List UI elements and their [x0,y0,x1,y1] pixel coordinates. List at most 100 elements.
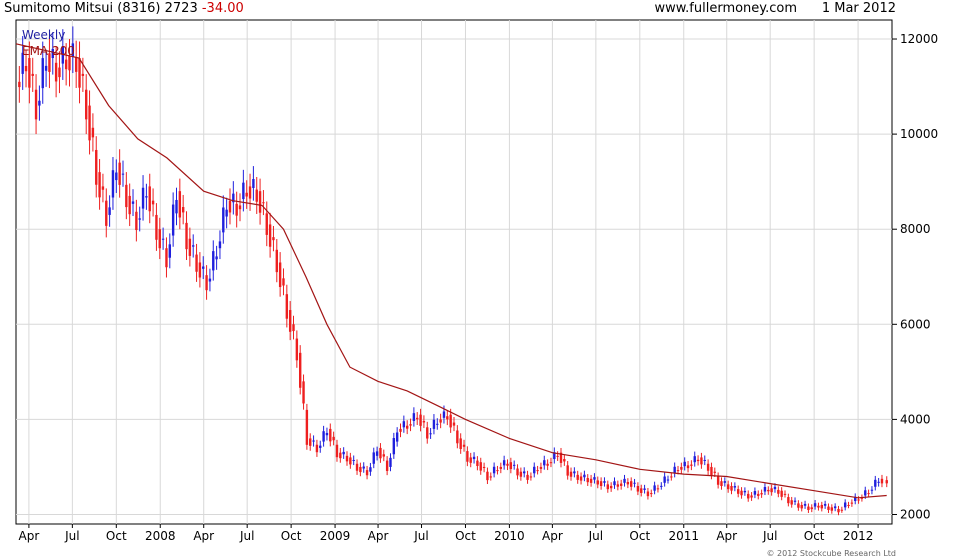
candle-down [586,478,589,483]
candle-down [405,425,409,429]
candle-down [298,352,302,388]
x-tick-label: Oct [804,529,825,543]
candle-down [757,493,760,496]
candle-down [339,452,342,459]
candle-up [41,58,44,89]
candle-down [847,504,850,506]
candle-up [131,201,135,204]
candle-up [225,209,228,217]
candle-up [653,485,656,491]
candle-down [382,454,385,457]
candle-up [663,476,666,483]
candle-up [141,187,145,209]
candle-down [135,211,138,231]
x-tick-label: Apr [368,529,389,543]
candle-down [265,213,268,235]
candle-down [790,500,793,505]
y-tick-label: 2000 [900,507,931,521]
y-tick-label: 6000 [900,317,931,331]
candle-down [335,444,339,458]
candle-up [322,431,325,442]
candle-down [479,462,482,471]
source-link[interactable]: www.fullermoney.com [654,1,798,16]
candle-down [630,481,633,487]
candle-up [252,179,255,188]
instrument-label: Sumitomo Mitsui (8316) 2723 -34.00 [4,0,244,18]
x-tick-label: 2012 [843,529,874,543]
candle-down [599,481,603,487]
candle-down [827,506,830,510]
candle-down [496,470,499,472]
x-tick-label: Apr [19,529,40,543]
x-tick-label: Apr [542,529,563,543]
candle-down [158,229,161,249]
candle-up [44,65,48,71]
candle-up [232,193,235,203]
candle-up [843,502,847,508]
candle-down [867,493,870,495]
candle-down [268,224,272,247]
candle-down [68,55,71,71]
candle-down [95,149,98,185]
candle-down [860,497,864,499]
candle-down [740,490,743,496]
candle-down [105,200,108,226]
x-tick-label: Oct [281,529,302,543]
candle-down [101,186,105,190]
candle-up [693,456,696,463]
candle-up [319,445,322,448]
candle-up [874,479,877,487]
candle-down [837,508,840,513]
candle-down [646,491,650,497]
candle-down [416,417,419,420]
candle-down [885,480,888,484]
candle-down [713,471,716,473]
candle-up [111,170,115,198]
candle-down [680,466,683,470]
candle-down [482,466,486,469]
candle-up [389,457,392,467]
candle-down [650,493,653,495]
candle-down [235,203,238,216]
candle-down [439,419,442,423]
candle-down [469,457,472,463]
x-tick-label: 2011 [668,529,699,543]
candle-up [352,459,355,461]
candle-down [198,262,202,278]
plot-area [15,19,893,525]
candle-down [278,262,282,288]
candle-down [178,191,182,218]
candle-up [121,173,125,175]
candle-up [660,485,663,487]
candle-down [706,463,710,471]
legend-weekly: Weekly [22,28,65,42]
candle-up [533,466,536,474]
x-tick-label: Jul [413,529,428,543]
candle-down [165,248,168,268]
candle-down [760,493,763,495]
candle-up [683,461,686,467]
candle-down [228,200,232,213]
candle-up [833,506,837,509]
candle-down [556,455,559,457]
x-tick-label: 2009 [320,529,351,543]
candle-down [736,489,740,494]
candle-up [412,413,416,421]
candle-up [773,486,777,490]
candle-up [877,481,880,483]
candle-up [492,466,496,474]
candle-down [34,89,38,120]
candle-up [666,479,670,481]
candle-down [446,416,449,420]
candle-down [385,460,389,471]
candle-down [285,294,289,319]
candle-up [325,432,329,436]
candle-up [472,456,476,460]
candle-down [549,462,553,464]
candle-up [803,503,807,506]
candle-down [409,424,412,426]
candle-down [850,502,854,504]
candle-up [733,486,737,488]
candle-down [696,459,700,462]
candle-up [192,245,195,247]
